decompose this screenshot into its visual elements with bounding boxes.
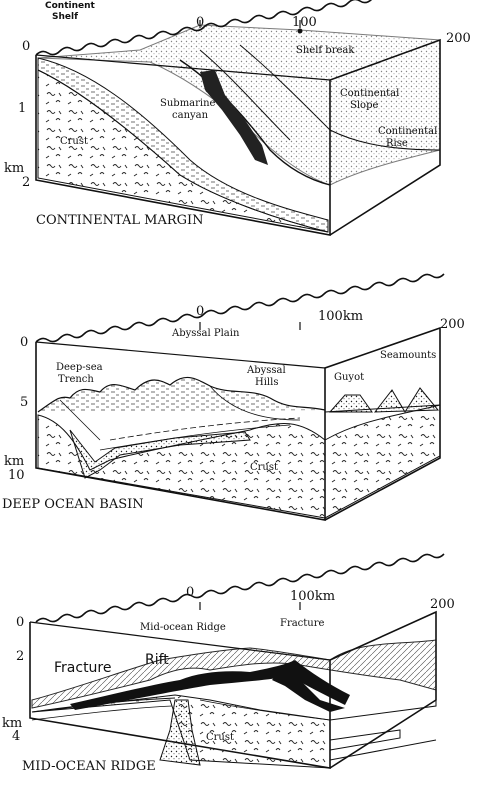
scale-200: 200 <box>446 31 471 46</box>
panel-continental-margin: 0 100 200 0 1 km 2 Continent Shelf Shelf… <box>4 0 471 236</box>
label-hills: Hills <box>255 377 278 388</box>
panel-deep-ocean-basin: 0 100km 200 0 5 km 10 Abyssal Plain Deep… <box>2 273 465 521</box>
scale-200-2: 200 <box>440 317 465 332</box>
depth-0: 0 <box>22 39 30 54</box>
label-continental-2: Continental <box>378 126 437 137</box>
label-canyan: canyan <box>172 110 209 121</box>
label-crust-3: Crust <box>206 732 234 743</box>
depth-2: 2 <box>22 175 30 190</box>
continental-shelf-surface <box>37 24 441 186</box>
scale-100-3: 100km <box>290 589 335 604</box>
title-deep-ocean-basin: DEEP OCEAN BASIN <box>2 497 144 512</box>
label-mid-ocean-ridge: Mid-ocean Ridge <box>140 622 226 633</box>
depth-5: 5 <box>20 395 28 410</box>
title-continental-margin: CONTINENTAL MARGIN <box>36 213 204 228</box>
label-fracture-left: Fracture <box>54 660 112 676</box>
sea-surface-line-2 <box>35 273 445 343</box>
label-deep-sea: Deep-sea <box>56 362 103 373</box>
depth-1: 1 <box>18 101 26 116</box>
scale-0-2: 0 <box>196 304 204 319</box>
sea-surface-line-3 <box>35 553 445 623</box>
label-fracture-top: Fracture <box>280 618 325 629</box>
label-trench: Trench <box>58 374 94 385</box>
label-shelf: Shelf <box>52 12 78 22</box>
scale-100-2: 100km <box>318 309 363 324</box>
label-rift: Rift <box>145 652 169 668</box>
label-slope: Slope <box>350 100 378 111</box>
label-abyssal-plain: Abyssal Plain <box>171 328 240 339</box>
scale-0: 0 <box>196 15 204 30</box>
panel-mid-ocean-ridge: 0 100km 200 0 2 km 4 Mid-ocean Ridge Fra… <box>2 553 455 774</box>
depth-10: 10 <box>8 468 25 483</box>
depth-unit-3: km <box>2 716 22 731</box>
label-rise: Rise <box>386 138 408 149</box>
label-shelf-break: Shelf break <box>296 45 355 56</box>
sediment-wedge <box>37 57 329 233</box>
depth-0-3: 0 <box>16 615 24 630</box>
depth-2-3: 2 <box>16 649 24 664</box>
scale-200-3: 200 <box>430 597 455 612</box>
depth-0-2: 0 <box>20 335 28 350</box>
label-seamounts: Seamounts <box>380 350 436 361</box>
sea-surface-line <box>35 0 373 56</box>
mid-ocean-ridge <box>31 639 437 709</box>
label-crust-1: Crust <box>60 136 88 147</box>
scale-100: 100 <box>292 15 317 30</box>
magma-feeder <box>159 699 201 766</box>
label-guyot: Guyot <box>334 372 364 383</box>
depth-unit-2: km <box>4 454 24 469</box>
guyot <box>328 394 373 413</box>
label-submarine: Submarine <box>160 98 216 109</box>
label-continent: Continent <box>45 1 96 11</box>
abyssal-hills <box>37 376 326 413</box>
title-mid-ocean-ridge: MID-OCEAN RIDGE <box>22 759 156 774</box>
deep-sea-trench <box>69 429 251 479</box>
label-continental-1: Continental <box>340 88 399 99</box>
label-abyssal: Abyssal <box>246 365 286 376</box>
scale-0-3: 0 <box>186 585 194 600</box>
submarine-canyon <box>200 70 268 165</box>
depth-4: 4 <box>12 729 20 744</box>
depth-unit: km <box>4 161 24 176</box>
label-crust-2: Crust <box>250 462 278 473</box>
